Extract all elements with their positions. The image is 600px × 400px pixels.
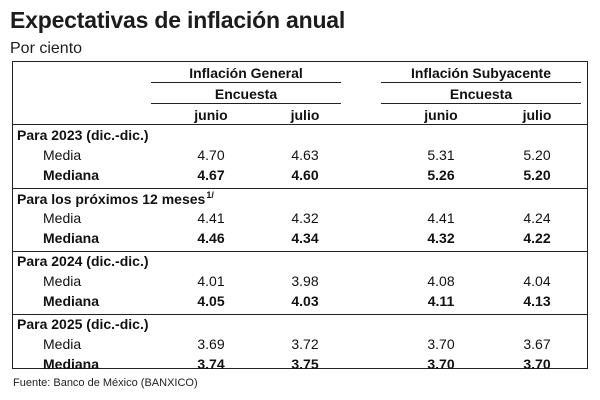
table-cell: 5.20 [523,167,551,183]
section-label-text: Para 2023 (dic.-dic.) [17,127,149,143]
month-header: junio [424,107,458,123]
section-label-text: Para 2025 (dic.-dic.) [17,316,149,332]
row-label: Media [43,273,82,289]
group-sub-underline-subyacente [381,103,581,105]
table-cell: 4.32 [427,230,455,246]
table-cell: 4.11 [427,293,455,309]
table-cell: 3.70 [523,356,551,372]
group-header-subyacente: Inflación Subyacente [410,65,552,81]
table-cell: 4.41 [197,210,225,226]
table-cell: 3.72 [291,336,319,352]
table-cell: 4.46 [197,230,225,246]
section-divider [13,251,587,253]
table-cell: 3.70 [427,356,455,372]
table-cell: 4.05 [197,293,225,309]
table-cell: 4.60 [291,167,319,183]
table-cell: 4.08 [427,273,455,289]
table-cell: 4.70 [197,147,225,163]
section-divider [13,314,587,316]
table-cell: 4.32 [291,210,319,226]
month-header: julio [522,107,552,123]
table-cell: 4.67 [197,167,225,183]
table-cell: 3.67 [523,336,551,352]
footnote-marker: 1/ [206,190,214,200]
row-label: Mediana [43,293,100,309]
section-label: Para 2025 (dic.-dic.) [17,316,149,332]
section-label: Para los próximos 12 meses1/ [17,190,214,207]
row-label: Mediana [43,230,100,246]
section-label: Para 2023 (dic.-dic.) [17,127,149,143]
table-cell: 3.74 [197,356,225,372]
group-underline-general [151,82,341,84]
section-label-text: Para los próximos 12 meses [17,191,206,207]
group-sub-general: Encuesta [214,86,278,102]
group-sub-subyacente: Encuesta [449,86,513,102]
section-label-text: Para 2024 (dic.-dic.) [17,253,149,269]
table-cell: 3.70 [427,336,455,352]
section-label: Para 2024 (dic.-dic.) [17,253,149,269]
table-cell: 4.63 [291,147,319,163]
row-label: Media [43,210,82,226]
table-cell: 3.98 [291,273,319,289]
header-bottom-rule [13,124,587,126]
table-cell: 3.75 [291,356,319,372]
row-label: Media [43,147,82,163]
page-subtitle: Por ciento [10,40,83,57]
table-cell: 4.01 [197,273,225,289]
source-note: Fuente: Banco de México (BANXICO) [13,377,198,389]
page-title: Expectativas de inflación anual [10,7,346,33]
month-header: junio [194,107,228,123]
table-cell: 4.22 [523,230,551,246]
table-cell: 4.34 [291,230,319,246]
table-cell: 5.26 [427,167,455,183]
row-label: Media [43,336,82,352]
table-cell: 4.13 [523,293,551,309]
table-cell: 5.31 [427,147,455,163]
table-cell: 4.04 [523,273,551,289]
group-header-general: Inflación General [189,65,303,81]
month-header: julio [290,107,320,123]
table-cell: 5.20 [523,147,551,163]
row-label: Mediana [43,356,100,372]
table-cell: 4.41 [427,210,455,226]
table-cell: 4.24 [523,210,551,226]
table-cell: 4.03 [291,293,319,309]
group-underline-subyacente [381,82,581,84]
inflation-table: Inflación General Encuesta Inflación Sub… [12,61,588,372]
group-sub-underline-general [151,103,341,105]
table-cell: 3.69 [197,336,225,352]
row-label: Mediana [43,167,100,183]
section-divider [13,188,587,190]
